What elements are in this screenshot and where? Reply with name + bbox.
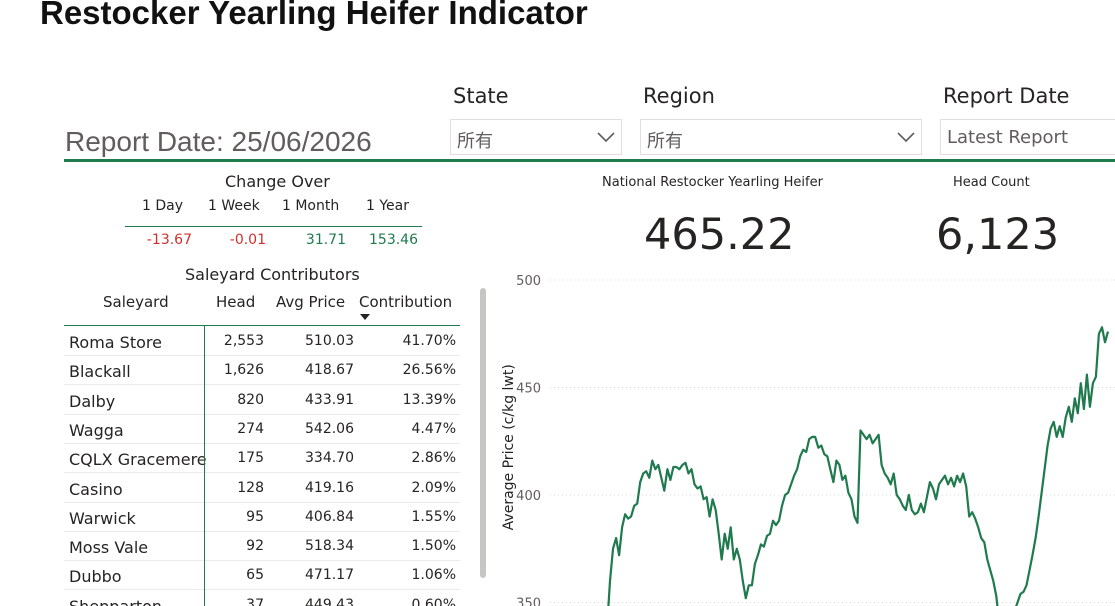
cell-avg-price: 334.70: [305, 450, 354, 467]
column-header-head[interactable]: Head: [216, 293, 256, 311]
cell-saleyard: CQLX Gracemere: [69, 450, 207, 470]
price-line-chart[interactable]: 500 450 400 350 Average Price (c/kg lwt): [490, 262, 1115, 606]
cell-saleyard: Warwick: [69, 508, 136, 528]
y-tick-label: 400: [516, 489, 541, 504]
table-row[interactable]: Shepparton 37 449.43 0.60%: [64, 591, 460, 606]
cell-saleyard: Roma Store: [69, 333, 162, 352]
cell-saleyard: Casino: [69, 479, 123, 499]
cell-saleyard: Shepparton: [69, 597, 162, 606]
state-dropdown[interactable]: 所有: [450, 119, 622, 155]
cell-avg-price: 418.67: [305, 362, 354, 379]
change-over-divider: [125, 226, 422, 227]
cell-saleyard: Dalby: [69, 391, 116, 411]
cell-avg-price: 471.17: [305, 567, 354, 584]
y-tick-label: 350: [516, 597, 541, 606]
cell-contribution: 2.09%: [411, 479, 456, 496]
column-header-saleyard[interactable]: Saleyard: [103, 293, 169, 311]
change-value-1-day: -13.67: [146, 232, 192, 248]
cell-head: 37: [246, 596, 264, 606]
table-row[interactable]: Casino 128 419.16 2.09%: [64, 474, 460, 503]
cell-contribution: 26.56%: [402, 362, 456, 379]
cell-avg-price: 419.16: [305, 479, 354, 496]
cell-saleyard: Blackall: [69, 362, 131, 382]
cell-contribution: 1.55%: [411, 508, 456, 525]
table-row[interactable]: Wagga 274 542.06 4.47%: [64, 415, 460, 444]
change-value-1-month: 31.71: [305, 232, 346, 248]
table-row[interactable]: Roma Store 2,553 510.03 41.70%: [64, 327, 460, 356]
change-over-title: Change Over: [225, 172, 330, 191]
region-dropdown[interactable]: 所有: [640, 119, 922, 155]
cell-contribution: 4.47%: [411, 420, 456, 437]
table-row[interactable]: Dalby 820 433.91 13.39%: [64, 386, 460, 415]
cell-head: 65: [246, 567, 264, 584]
cell-head: 128: [237, 479, 264, 496]
header-divider: [64, 159, 1115, 162]
change-value-1-week: -0.01: [229, 232, 266, 248]
national-indicator-label: National Restocker Yearling Heifer: [602, 175, 823, 190]
column-header-contribution[interactable]: Contribution: [359, 293, 453, 311]
region-filter-label: Region: [643, 84, 715, 108]
change-header-1-week: 1 Week: [208, 198, 260, 214]
y-tick-label: 500: [516, 274, 541, 289]
report-date-display: Report Date: 25/06/2026: [65, 126, 372, 157]
change-header-1-year: 1 Year: [366, 198, 409, 214]
column-header-avg-price[interactable]: Avg Price: [276, 293, 346, 311]
cell-avg-price: 406.84: [305, 508, 354, 525]
cell-head: 820: [237, 391, 264, 408]
cell-head: 1,626: [223, 362, 264, 379]
cell-contribution: 13.39%: [402, 391, 456, 408]
cell-avg-price: 542.06: [305, 420, 354, 437]
chevron-down-icon: [897, 132, 915, 143]
change-header-1-month: 1 Month: [282, 198, 340, 214]
cell-avg-price: 510.03: [305, 333, 354, 349]
chevron-down-icon: [597, 132, 615, 143]
contributors-title: Saleyard Contributors: [185, 265, 360, 284]
report-date-filter-label: Report Date: [943, 84, 1070, 108]
head-count-label: Head Count: [953, 175, 1030, 190]
cell-saleyard: Moss Vale: [69, 538, 149, 558]
cell-head: 274: [237, 420, 264, 437]
cell-saleyard: Dubbo: [69, 567, 122, 587]
change-header-1-day: 1 Day: [142, 198, 184, 214]
cell-contribution: 2.86%: [411, 450, 456, 467]
cell-head: 175: [237, 450, 264, 467]
national-indicator-value: 465.22: [644, 210, 795, 260]
cell-avg-price: 518.34: [305, 538, 354, 555]
cell-contribution: 1.50%: [411, 538, 456, 555]
change-value-1-year: 153.46: [369, 232, 418, 248]
cell-contribution: 1.06%: [411, 567, 456, 584]
report-date-dropdown[interactable]: Latest Report: [940, 119, 1115, 155]
state-dropdown-value: 所有: [457, 131, 493, 152]
table-row[interactable]: CQLX Gracemere 175 334.70 2.86%: [64, 444, 460, 474]
cell-avg-price: 449.43: [305, 596, 354, 606]
table-row[interactable]: Moss Vale 92 518.34 1.50%: [64, 532, 460, 562]
sort-descending-icon[interactable]: [360, 314, 370, 320]
cell-head: 95: [246, 508, 264, 525]
cell-contribution: 0.60%: [411, 596, 456, 606]
state-filter-label: State: [453, 84, 509, 108]
price-series-line[interactable]: [607, 326, 1110, 606]
cell-head: 2,553: [223, 333, 264, 349]
table-header-divider: [64, 325, 460, 326]
report-date-dropdown-value: Latest Report: [947, 127, 1069, 148]
table-row[interactable]: Blackall 1,626 418.67 26.56%: [64, 356, 460, 386]
table-scrollbar[interactable]: [480, 288, 486, 578]
cell-avg-price: 433.91: [305, 391, 354, 408]
table-row[interactable]: Warwick 95 406.84 1.55%: [64, 503, 460, 532]
table-column-divider: [204, 326, 205, 606]
cell-saleyard: Wagga: [69, 420, 124, 440]
page-title: Restocker Yearling Heifer Indicator: [40, 0, 588, 31]
cell-contribution: 41.70%: [402, 333, 456, 349]
y-axis-label: Average Price (c/kg lwt): [501, 364, 517, 530]
table-row[interactable]: Dubbo 65 471.17 1.06%: [64, 561, 460, 591]
cell-head: 92: [246, 538, 264, 555]
region-dropdown-value: 所有: [647, 131, 683, 152]
y-tick-label: 450: [516, 382, 541, 397]
head-count-value: 6,123: [936, 210, 1060, 260]
